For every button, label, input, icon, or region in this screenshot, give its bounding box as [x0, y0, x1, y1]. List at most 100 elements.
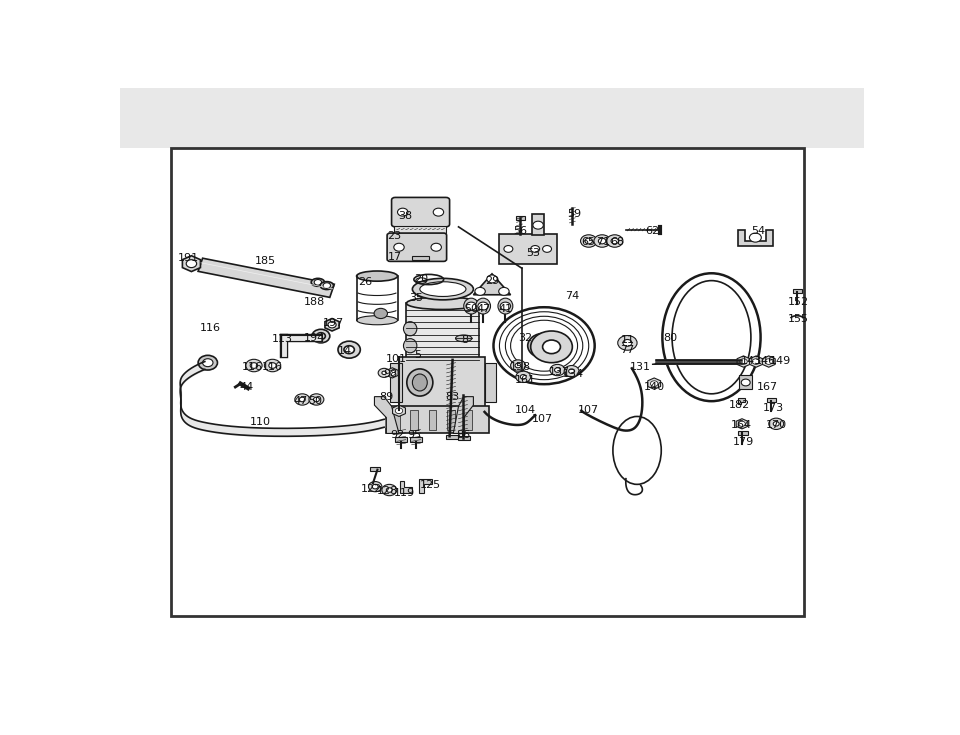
Circle shape [581, 234, 597, 247]
Circle shape [516, 363, 521, 368]
Circle shape [314, 279, 322, 285]
Bar [793, 289, 803, 293]
Ellipse shape [356, 271, 397, 282]
Polygon shape [420, 478, 432, 493]
Circle shape [369, 481, 382, 492]
Text: 146: 146 [756, 356, 777, 366]
Circle shape [585, 238, 592, 244]
Circle shape [487, 275, 497, 283]
Ellipse shape [406, 297, 479, 309]
Text: 5: 5 [414, 351, 421, 360]
Circle shape [511, 360, 525, 371]
Circle shape [389, 370, 396, 376]
Polygon shape [324, 318, 339, 331]
Text: 35: 35 [409, 293, 423, 303]
Text: 95: 95 [407, 429, 420, 440]
Text: 116: 116 [201, 323, 221, 333]
Text: 77: 77 [620, 345, 635, 355]
Circle shape [328, 322, 336, 328]
Circle shape [338, 341, 360, 358]
Text: 158: 158 [510, 362, 531, 372]
Text: 20: 20 [415, 274, 428, 284]
Text: 53: 53 [526, 248, 540, 259]
Circle shape [312, 329, 330, 343]
Text: 47: 47 [294, 395, 308, 406]
Ellipse shape [464, 298, 479, 314]
Text: 152: 152 [788, 297, 809, 307]
Bar [370, 467, 380, 471]
Text: 38: 38 [397, 210, 412, 220]
Bar [767, 398, 777, 402]
Text: 101: 101 [386, 354, 407, 364]
Circle shape [478, 302, 489, 310]
Text: 80: 80 [663, 334, 678, 343]
Text: 62: 62 [645, 226, 659, 236]
Text: 83: 83 [445, 392, 460, 401]
Bar [410, 437, 422, 442]
Text: 50: 50 [308, 395, 322, 406]
Bar [390, 362, 402, 402]
Bar [429, 409, 436, 430]
Circle shape [536, 340, 552, 352]
Bar [516, 215, 525, 220]
Text: 89: 89 [379, 392, 394, 401]
Polygon shape [762, 356, 776, 368]
Text: 119: 119 [394, 488, 415, 498]
Polygon shape [198, 258, 334, 298]
Bar [413, 256, 429, 260]
Ellipse shape [672, 281, 751, 394]
Circle shape [246, 359, 262, 372]
Circle shape [313, 397, 320, 402]
Text: 32: 32 [518, 334, 533, 343]
Circle shape [309, 394, 324, 405]
Polygon shape [736, 419, 748, 429]
Circle shape [378, 368, 390, 377]
Circle shape [738, 421, 745, 426]
Circle shape [740, 359, 747, 365]
Text: 143: 143 [740, 356, 761, 366]
Text: 113: 113 [272, 334, 293, 345]
Circle shape [542, 340, 561, 354]
Ellipse shape [407, 369, 433, 396]
Polygon shape [750, 356, 762, 368]
Bar [410, 409, 418, 430]
Circle shape [498, 287, 509, 295]
Bar [737, 431, 748, 434]
Circle shape [765, 359, 773, 365]
Circle shape [555, 368, 561, 373]
Circle shape [769, 418, 783, 429]
Polygon shape [387, 368, 398, 378]
Bar [465, 409, 472, 430]
Polygon shape [182, 256, 201, 271]
Bar [485, 362, 496, 402]
Text: 104: 104 [515, 405, 536, 415]
Text: 185: 185 [254, 256, 276, 266]
Ellipse shape [403, 322, 417, 336]
Circle shape [251, 362, 257, 368]
Text: 17: 17 [388, 252, 402, 262]
Text: 8: 8 [462, 335, 468, 345]
Text: 116: 116 [242, 362, 263, 372]
Text: 155: 155 [788, 314, 809, 324]
Polygon shape [737, 229, 773, 245]
Polygon shape [648, 378, 660, 390]
FancyBboxPatch shape [498, 234, 557, 264]
Text: 14: 14 [338, 346, 351, 356]
Ellipse shape [475, 298, 491, 314]
Circle shape [753, 359, 760, 365]
Circle shape [344, 345, 354, 354]
Text: 86: 86 [457, 429, 470, 440]
Circle shape [396, 408, 403, 414]
Circle shape [623, 340, 632, 346]
Circle shape [372, 484, 378, 489]
Bar [445, 434, 459, 439]
Circle shape [531, 245, 540, 252]
Bar [447, 409, 455, 430]
Text: 11: 11 [620, 335, 635, 345]
Text: 182: 182 [729, 400, 750, 410]
Text: 131: 131 [631, 362, 651, 372]
Text: 128: 128 [377, 486, 398, 496]
Text: 173: 173 [762, 403, 783, 413]
Circle shape [500, 302, 511, 310]
Circle shape [594, 234, 611, 247]
